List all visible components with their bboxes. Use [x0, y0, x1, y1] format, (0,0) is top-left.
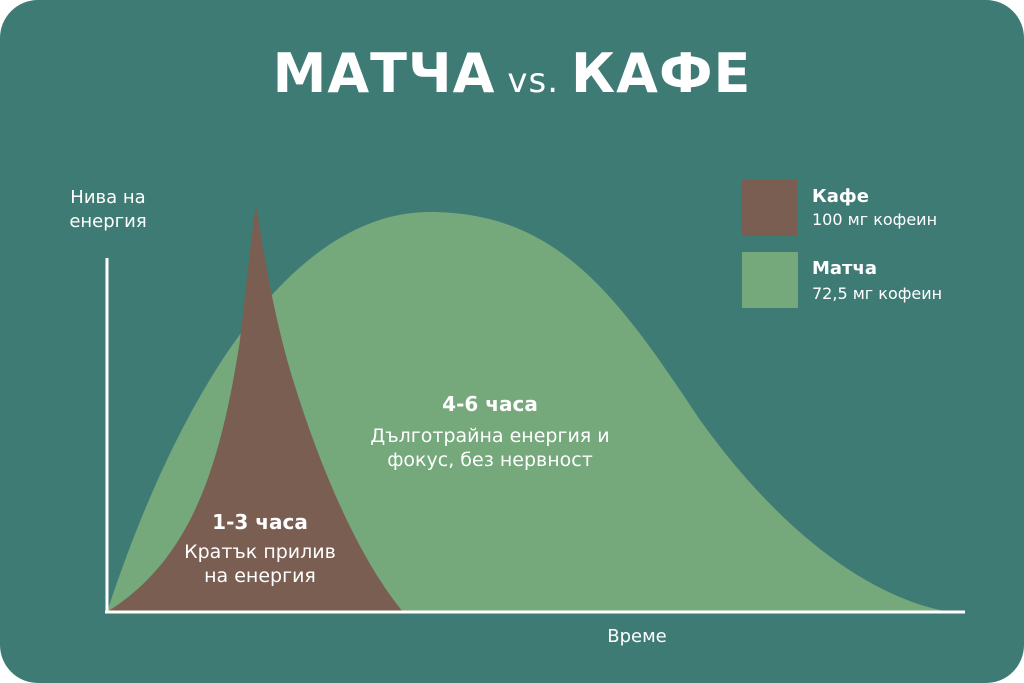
matcha-description: Дълготрайна енергия и фокус, без нервнос…	[370, 425, 610, 471]
coffee-description: Кратък прилив на енергия	[184, 541, 336, 587]
legend-coffee-caffeine: 100 мг кофеин	[812, 210, 938, 229]
legend-coffee-name: Кафе	[812, 186, 869, 207]
legend-matcha-caffeine: 72,5 мг кофеин	[812, 284, 943, 303]
x-axis-label: Време	[607, 626, 667, 647]
title-coffee: КАФЕ	[571, 42, 752, 105]
y-axis-label: Нива на енергия	[69, 187, 147, 232]
legend-matcha-name: Матча	[812, 258, 877, 279]
coffee-area	[107, 205, 403, 612]
matcha-duration-label: 4-6 часа	[442, 392, 538, 416]
chart-title: МАТЧА vs. КАФЕ	[0, 42, 1024, 105]
legend-swatch-matcha	[742, 252, 798, 308]
title-vs: vs.	[507, 61, 560, 101]
title-matcha: МАТЧА	[272, 42, 496, 105]
legend-swatch-coffee	[742, 180, 798, 236]
coffee-duration-label: 1-3 часа	[212, 510, 308, 534]
